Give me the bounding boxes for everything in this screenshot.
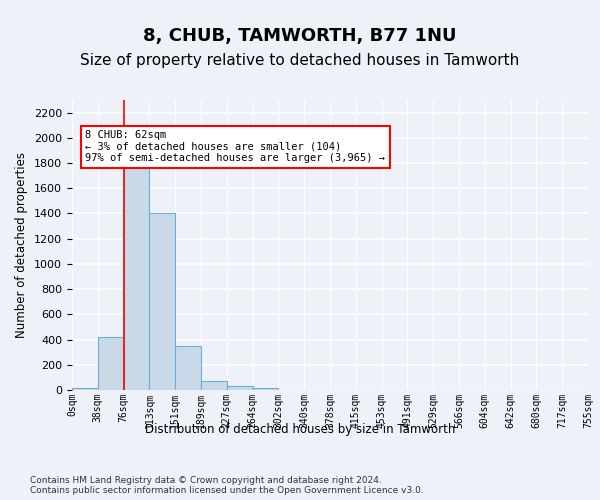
Text: Distribution of detached houses by size in Tamworth: Distribution of detached houses by size … [145,422,455,436]
Bar [175,346,201,390]
Bar [253,388,278,390]
Text: Size of property relative to detached houses in Tamworth: Size of property relative to detached ho… [80,52,520,68]
Bar [124,163,149,390]
Text: 8 CHUB: 62sqm
← 3% of detached houses are smaller (104)
97% of semi-detached hou: 8 CHUB: 62sqm ← 3% of detached houses ar… [85,130,385,164]
Bar [201,380,227,390]
Text: Contains HM Land Registry data © Crown copyright and database right 2024.: Contains HM Land Registry data © Crown c… [30,476,382,485]
Text: Contains public sector information licensed under the Open Government Licence v3: Contains public sector information licen… [30,486,424,495]
Bar [227,386,253,390]
Bar [98,337,124,390]
Y-axis label: Number of detached properties: Number of detached properties [16,152,28,338]
Text: 8, CHUB, TAMWORTH, B77 1NU: 8, CHUB, TAMWORTH, B77 1NU [143,28,457,46]
Bar [72,388,98,390]
Bar [149,214,175,390]
